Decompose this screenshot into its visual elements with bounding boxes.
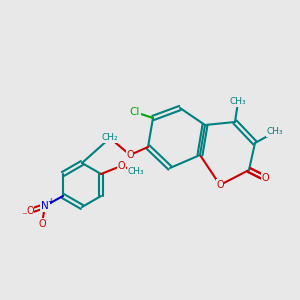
Text: +: + — [47, 196, 53, 206]
Text: Cl: Cl — [130, 107, 140, 117]
Text: CH₃: CH₃ — [267, 128, 283, 136]
Text: ⁻: ⁻ — [21, 211, 27, 221]
Text: O: O — [38, 219, 46, 229]
Text: O: O — [261, 173, 269, 183]
Text: O: O — [117, 161, 125, 171]
Text: O: O — [216, 180, 224, 190]
Text: CH₂: CH₂ — [102, 134, 118, 142]
Text: O: O — [126, 150, 134, 160]
Text: O: O — [26, 206, 34, 216]
Text: CH₃: CH₃ — [230, 98, 246, 106]
Text: CH₃: CH₃ — [128, 167, 144, 176]
Text: N: N — [41, 201, 49, 211]
